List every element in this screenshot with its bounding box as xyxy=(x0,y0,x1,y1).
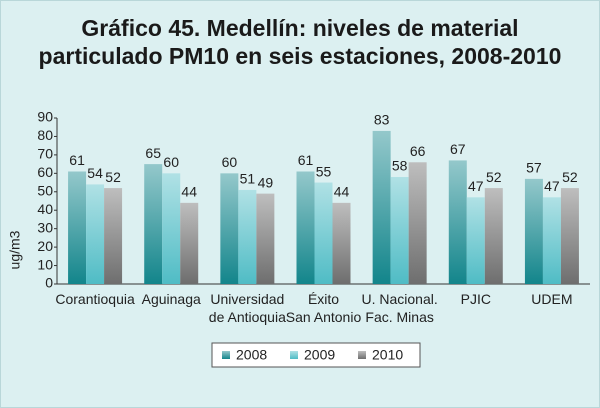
legend-label: 2010 xyxy=(372,347,403,363)
bar xyxy=(86,184,105,284)
value-label: 83 xyxy=(374,112,390,128)
y-tick-label: 70 xyxy=(37,146,53,162)
value-label: 65 xyxy=(145,145,161,161)
value-label: 44 xyxy=(334,184,350,200)
value-label: 49 xyxy=(258,174,274,190)
value-label: 61 xyxy=(69,152,85,168)
x-tick-label: UDEM xyxy=(531,291,573,307)
value-label: 66 xyxy=(410,143,426,159)
bar xyxy=(408,162,427,284)
y-tick-label: 90 xyxy=(37,109,53,125)
y-tick-label: 30 xyxy=(37,219,53,235)
bar xyxy=(390,177,409,284)
bar xyxy=(220,173,239,284)
y-tick-label: 60 xyxy=(37,164,53,180)
legend-box xyxy=(211,342,421,368)
bar xyxy=(314,182,333,284)
y-axis-label: ug/m3 xyxy=(7,230,23,269)
y-tick-label: 10 xyxy=(37,256,53,272)
value-label: 47 xyxy=(544,178,560,194)
value-label: 54 xyxy=(87,165,103,181)
y-tick-label: 20 xyxy=(37,238,53,254)
value-label: 57 xyxy=(526,160,542,176)
value-label: 52 xyxy=(105,169,121,185)
legend-swatch xyxy=(222,351,230,359)
value-label: 47 xyxy=(468,178,484,194)
bar xyxy=(372,130,391,284)
bar xyxy=(68,171,87,284)
bar xyxy=(332,202,351,284)
bar xyxy=(296,171,315,284)
value-label: 52 xyxy=(486,169,502,185)
value-label: 67 xyxy=(450,141,466,157)
bar xyxy=(524,178,543,284)
x-tick-label: Éxito San Antonio xyxy=(285,291,362,325)
value-label: 51 xyxy=(240,171,256,187)
value-label: 60 xyxy=(222,154,238,170)
chart-title: Gráfico 45. Medellín: niveles de materia… xyxy=(38,15,562,69)
x-tick-label: PJIC xyxy=(460,291,491,307)
x-tick-label: Aguinaga xyxy=(141,291,201,307)
legend-swatch xyxy=(290,351,298,359)
y-tick-label: 50 xyxy=(37,182,53,198)
bar xyxy=(162,173,181,284)
bar xyxy=(560,188,579,284)
value-label: 60 xyxy=(163,154,179,170)
legend-label: 2008 xyxy=(236,347,267,363)
bar xyxy=(484,188,503,284)
bar xyxy=(104,188,123,284)
legend-swatch xyxy=(358,351,366,359)
legend-label: 2009 xyxy=(304,347,335,363)
value-label: 58 xyxy=(392,158,408,174)
x-tick-label: Universidad de Antioquia xyxy=(208,291,286,325)
value-label: 61 xyxy=(298,152,314,168)
value-label: 44 xyxy=(181,184,197,200)
x-tick-label: Corantioquia xyxy=(55,291,135,307)
y-tick-label: 0 xyxy=(45,275,53,291)
bar xyxy=(256,193,275,284)
y-tick-label: 40 xyxy=(37,201,53,217)
value-label: 52 xyxy=(562,169,578,185)
y-tick-label: 80 xyxy=(37,127,53,143)
x-tick-label: U. Nacional. Fac. Minas xyxy=(361,291,438,325)
bar xyxy=(448,160,467,284)
bar xyxy=(542,197,561,284)
bar xyxy=(180,202,199,284)
bar xyxy=(466,197,485,284)
value-label: 55 xyxy=(316,163,332,179)
bar xyxy=(144,164,163,284)
bar xyxy=(238,189,257,284)
